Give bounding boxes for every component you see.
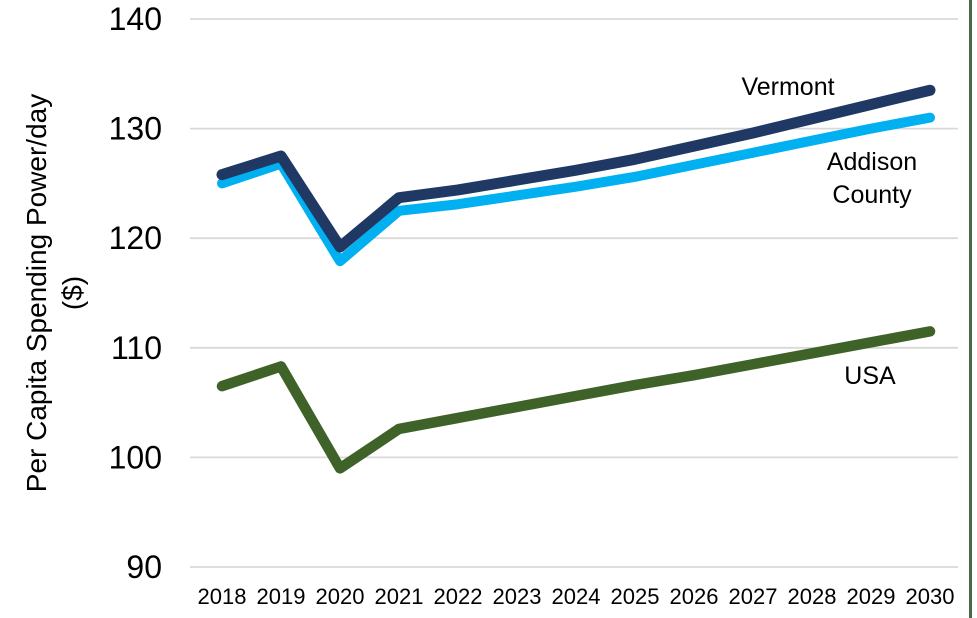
y-axis-title-text: Per Capita Spending Power/day xyxy=(21,93,52,493)
addison-county-series-label: Addison County xyxy=(826,148,918,209)
x-tick-2022: 2022 xyxy=(434,584,483,609)
y-axis-title-unit: ($) xyxy=(57,275,88,311)
x-tick-2029: 2029 xyxy=(847,584,896,609)
x-tick-2025: 2025 xyxy=(611,584,660,609)
usa-series-label: USA xyxy=(844,362,896,390)
x-tick-2028: 2028 xyxy=(788,584,837,609)
x-tick-2024: 2024 xyxy=(552,584,601,609)
addison-county-line xyxy=(217,112,935,267)
y-tick-110: 110 xyxy=(111,330,162,366)
y-tick-120: 120 xyxy=(109,220,162,256)
window-edge-stripe xyxy=(969,0,972,618)
x-tick-2021: 2021 xyxy=(375,584,424,609)
vermont-line xyxy=(216,84,936,253)
y-tick-140: 140 xyxy=(109,1,162,37)
x-axis-tick-labels: 2018 2019 2020 2021 2022 2023 2024 2025 2026 2027… xyxy=(198,584,955,609)
gridlines xyxy=(190,18,958,568)
x-tick-2018: 2018 xyxy=(198,584,247,609)
x-tick-2023: 2023 xyxy=(493,584,542,609)
vermont-series-label: Vermont xyxy=(741,73,835,101)
y-tick-100: 100 xyxy=(109,439,162,475)
x-tick-2019: 2019 xyxy=(257,584,306,609)
x-tick-2027: 2027 xyxy=(729,584,778,609)
y-tick-130: 130 xyxy=(109,111,162,147)
y-tick-90: 90 xyxy=(126,549,162,585)
x-tick-2020: 2020 xyxy=(316,584,365,609)
y-axis-tick-labels: 90 100 110 120 130 140 xyxy=(109,1,162,585)
usa-line xyxy=(216,326,936,474)
x-tick-2030: 2030 xyxy=(906,584,955,609)
x-tick-2026: 2026 xyxy=(670,584,719,609)
series-lines xyxy=(216,84,936,474)
y-axis-title: Per Capita Spending Power/day ($) xyxy=(19,0,91,593)
